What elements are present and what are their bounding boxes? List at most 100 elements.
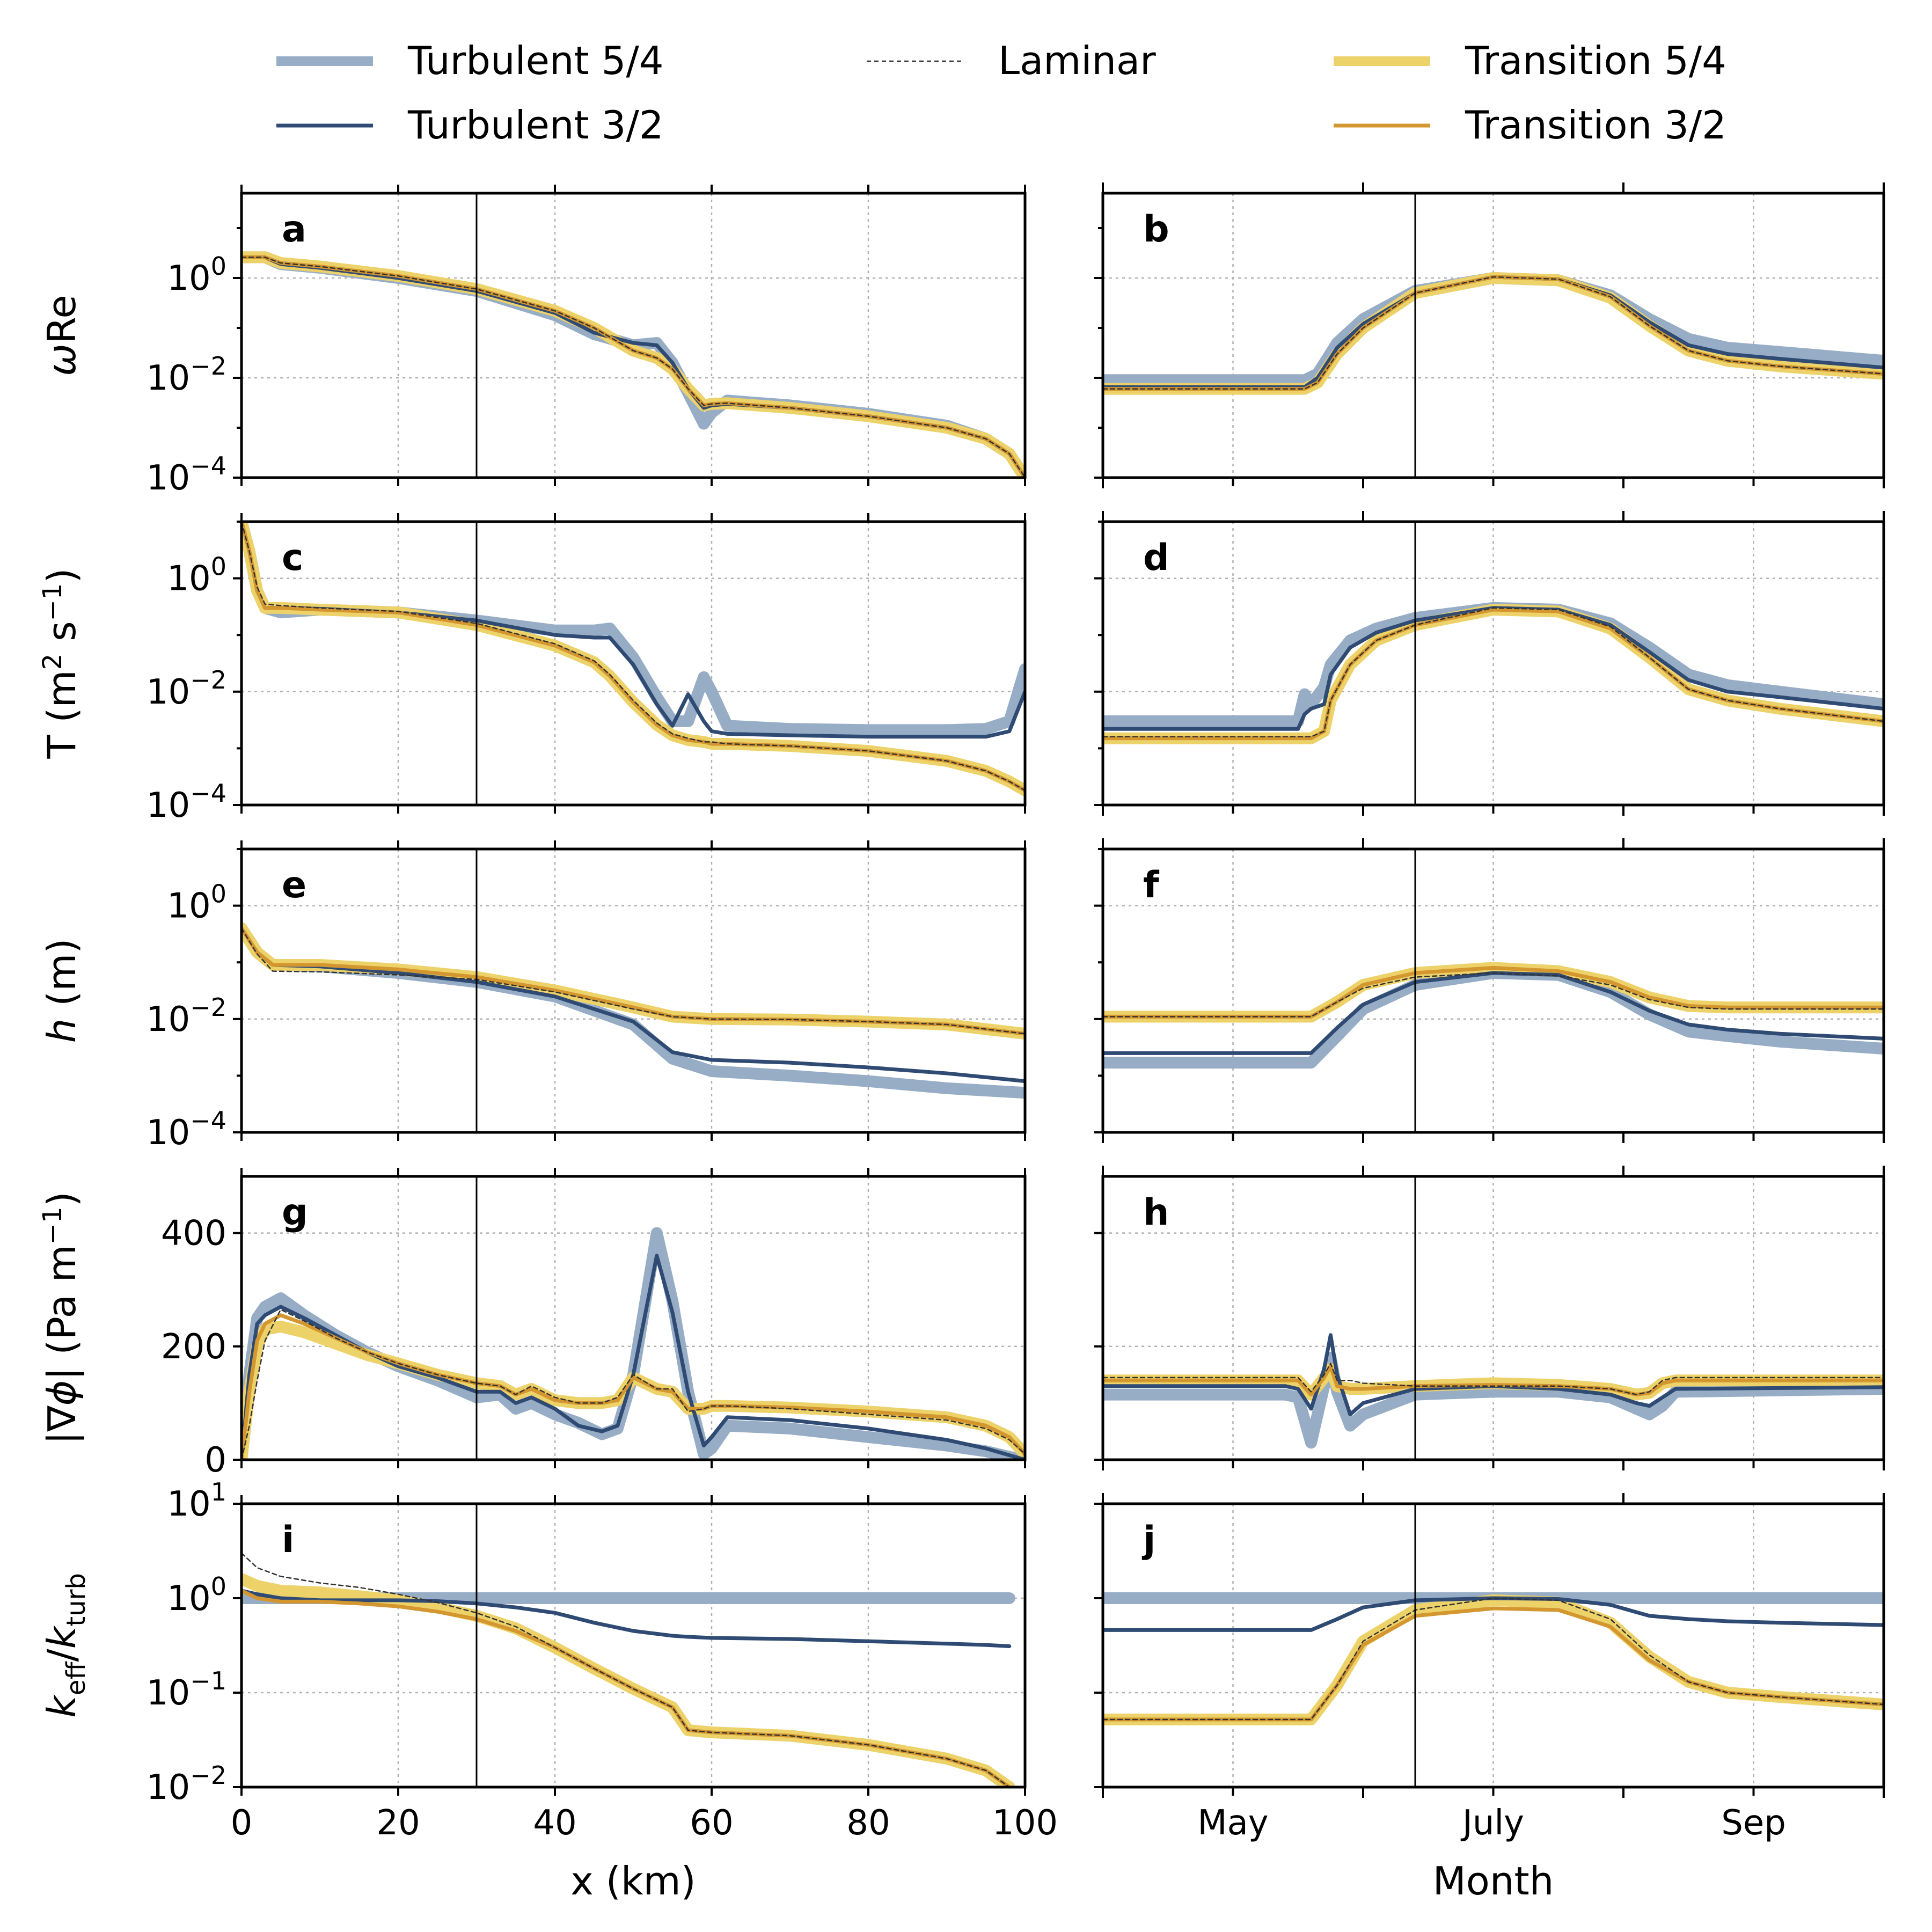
series-line-laminar xyxy=(241,1308,1025,1460)
panel-letter: a xyxy=(282,208,306,251)
axes-frame xyxy=(1101,192,1885,479)
panel-f: f xyxy=(1094,838,1885,1143)
series-line-transition-5-4 xyxy=(241,251,1025,478)
series-line-transition-3-2 xyxy=(1103,1364,1884,1397)
series-group xyxy=(241,1227,1025,1460)
series-line-laminar xyxy=(1103,1597,1884,1721)
y-axis-label: |∇ϕ| (Pa m−1) xyxy=(38,1191,85,1444)
y-tick-label: 10−4 xyxy=(147,451,226,498)
y-tick-label: 100 xyxy=(167,880,226,926)
panel-letter: f xyxy=(1143,864,1160,906)
y-tick-label: 10−2 xyxy=(147,665,226,712)
panel-b: b xyxy=(1094,182,1885,488)
series-group xyxy=(1103,962,1884,1069)
y-axis-label: keff/kturb xyxy=(39,1573,91,1718)
y-tick-label: 0 xyxy=(204,1440,226,1480)
panel-letter: d xyxy=(1143,537,1169,579)
x-axis-label: x (km) xyxy=(570,1858,696,1904)
y-tick-label: 100 xyxy=(167,252,226,298)
x-tick-label: 60 xyxy=(690,1803,733,1843)
panel-e: e 100 10−2 10−4 xyxy=(147,840,1027,1153)
series-line-transition-5-4 xyxy=(241,922,1025,1040)
x-tick-label: 20 xyxy=(376,1803,420,1843)
series-group xyxy=(241,522,1025,796)
panel-h: h xyxy=(1094,1166,1885,1470)
series-group xyxy=(1103,272,1884,395)
panel-i: i 101 100 10−1 10−20 20 40 60 80 100 x (km) xyxy=(147,1477,1058,1904)
series-line-turbulent-3-2 xyxy=(241,1254,1025,1460)
series-line-transition-3-2 xyxy=(241,255,1025,478)
x-tick-label: Sep xyxy=(1721,1803,1786,1843)
axes-frame xyxy=(240,847,1027,1134)
series-group xyxy=(241,251,1025,478)
series-line-transition-3-2 xyxy=(1103,965,1884,1019)
panel-letter: j xyxy=(1141,1519,1155,1561)
panel-letter: c xyxy=(282,537,303,579)
y-tick-label: 400 xyxy=(161,1214,226,1254)
legend-label: Turbulent 5/4 xyxy=(407,38,664,83)
series-line-laminar xyxy=(241,522,1025,792)
series-line-turbulent-3-2 xyxy=(1103,1333,1884,1416)
x-tick-label: 100 xyxy=(992,1803,1058,1843)
panel-j: j May July Sep Month xyxy=(1094,1493,1885,1904)
panel-d: d xyxy=(1094,511,1885,816)
series-line-transition-3-2 xyxy=(1103,275,1884,391)
x-tick-label: 0 xyxy=(231,1803,253,1843)
axes-frame xyxy=(240,1502,1027,1789)
series-group xyxy=(1103,1333,1884,1449)
y-tick-label: 10−4 xyxy=(147,1106,226,1153)
panel-letter: g xyxy=(282,1191,308,1234)
series-line-turbulent-5-4 xyxy=(241,251,1025,478)
y-tick-label: 200 xyxy=(161,1327,226,1367)
x-axis-label: Month xyxy=(1433,1858,1554,1904)
legend-label: Transition 3/2 xyxy=(1465,103,1726,148)
legend-entry: Turbulent 3/2 xyxy=(276,103,664,148)
panel-letter: e xyxy=(282,864,306,906)
series-group xyxy=(1103,1592,1884,1725)
y-tick-label: 10−1 xyxy=(147,1666,226,1713)
panel-letter: h xyxy=(1143,1191,1169,1234)
axes-frame xyxy=(1101,520,1885,807)
series-line-turbulent-5-4 xyxy=(1103,1351,1884,1449)
y-tick-label: 100 xyxy=(167,1572,226,1619)
series-group xyxy=(241,922,1025,1099)
legend-entry: Laminar xyxy=(867,38,1156,83)
series-line-transition-3-2 xyxy=(1103,1606,1884,1722)
legend-entry: Transition 3/2 xyxy=(1334,103,1726,148)
axes-frame xyxy=(1101,847,1885,1134)
series-line-transition-5-4 xyxy=(1103,272,1884,395)
x-tick-label: 40 xyxy=(533,1803,576,1843)
series-line-laminar xyxy=(1103,276,1884,390)
legend-entry: Transition 5/4 xyxy=(1334,38,1726,83)
legend: Turbulent 5/4 Laminar Transition 5/4 Turbul… xyxy=(276,38,1726,148)
axes-frame xyxy=(240,1175,1027,1461)
axes-frame xyxy=(1101,1175,1885,1461)
x-tick-label: 80 xyxy=(846,1803,890,1843)
panel-a: a 100 10−2 10−4 xyxy=(147,185,1027,498)
series-group xyxy=(1103,602,1884,744)
axes-frame xyxy=(1101,1502,1885,1789)
panel-letter: i xyxy=(282,1519,294,1561)
legend-label: Transition 5/4 xyxy=(1465,38,1726,83)
legend-label: Turbulent 3/2 xyxy=(407,103,664,148)
panels: a 100 10−2 10−4 b c 100 10−2 10−4 d e 100 10−2 10−4 f g… xyxy=(38,182,1885,1904)
y-tick-label: 10−2 xyxy=(147,1761,226,1807)
series-line-laminar xyxy=(241,1552,1011,1787)
legend-label: Laminar xyxy=(998,38,1156,83)
y-axis-label: h (m) xyxy=(39,939,84,1043)
series-line-laminar xyxy=(1103,1363,1884,1395)
series-line-turbulent-3-2 xyxy=(1103,1596,1884,1632)
y-axis-label: T (m2 s−1) xyxy=(38,568,84,759)
x-tick-label: July xyxy=(1460,1803,1524,1843)
legend-entry: Turbulent 5/4 xyxy=(276,38,664,83)
panel-g: g 400 200 0 xyxy=(161,1168,1027,1480)
y-tick-label: 10−2 xyxy=(147,352,226,398)
series-line-turbulent-5-4 xyxy=(241,1227,1025,1460)
series-group xyxy=(241,1552,1015,1787)
x-tick-label: May xyxy=(1197,1803,1268,1843)
series-line-turbulent-3-2 xyxy=(241,255,1025,478)
panel-letter: b xyxy=(1143,208,1169,251)
series-line-turbulent-3-2 xyxy=(1103,971,1884,1055)
axes-frame xyxy=(240,192,1027,479)
